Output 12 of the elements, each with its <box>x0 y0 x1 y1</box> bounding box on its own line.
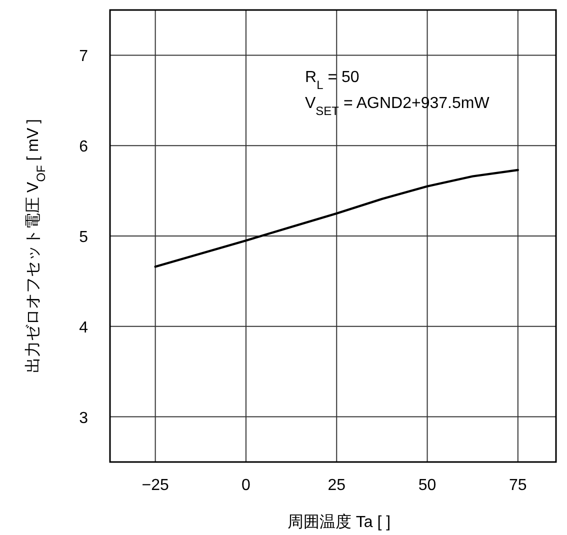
x-tick-label: 25 <box>328 477 346 494</box>
x-tick-label: 0 <box>242 477 251 494</box>
x-tick-label: 50 <box>418 477 436 494</box>
x-tick-label: −25 <box>142 477 169 494</box>
x-axis-title: 周囲温度 Ta [ ] <box>287 513 391 531</box>
x-tick-label: 75 <box>509 477 527 494</box>
y-tick-label: 4 <box>79 319 88 336</box>
y-tick-label: 6 <box>79 138 88 156</box>
line-series <box>154 168 520 268</box>
y-tick-label: 7 <box>79 48 88 66</box>
y-tick-label: 3 <box>79 410 88 427</box>
y-tick-label: 5 <box>79 229 88 246</box>
